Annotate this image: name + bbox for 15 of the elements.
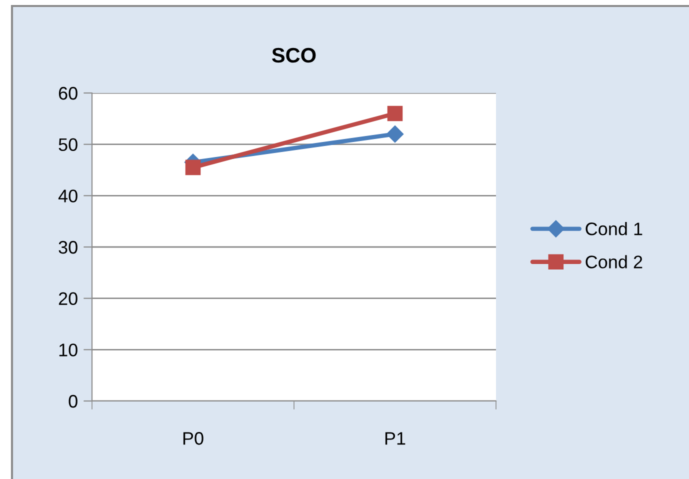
y-tick-label: 40	[58, 190, 78, 202]
legend-label: Cond 1	[586, 222, 642, 236]
y-tick-label: 10	[59, 344, 78, 356]
x-tick-label: P1	[385, 432, 406, 445]
x-tick-label: P0	[183, 432, 204, 445]
y-tick-label: 20	[58, 292, 78, 306]
point	[387, 106, 403, 122]
y-tick-label: 50	[58, 138, 78, 152]
legend-label: Cond 2	[586, 255, 642, 268]
chart-title: SCO	[272, 48, 316, 63]
y-tick-label: 0	[68, 394, 78, 408]
y-tick-label: 30	[58, 240, 78, 254]
point	[386, 126, 404, 143]
point	[185, 160, 201, 176]
y-tick-label: 60	[58, 86, 78, 100]
